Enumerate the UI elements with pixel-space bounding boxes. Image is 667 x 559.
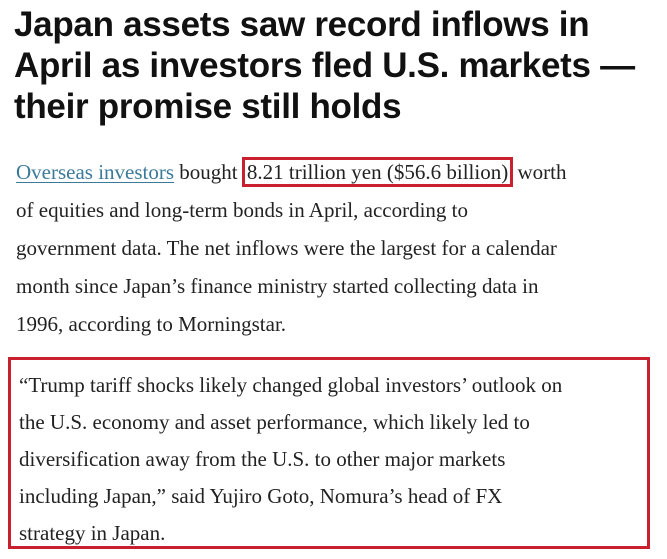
paragraph-text: worth (512, 160, 567, 184)
paragraph-line: of equities and long-term bonds in April… (16, 198, 468, 222)
headline-line: Japan assets saw record inflows in (14, 5, 590, 44)
paragraph-line: month since Japan’s finance ministry sta… (16, 274, 539, 298)
overseas-investors-link[interactable]: Overseas investors (16, 160, 175, 184)
paragraph-line: Overseas investors bought 8.21 trillion … (16, 153, 656, 191)
paragraph-line: 1996, according to Morningstar. (16, 312, 287, 336)
quote-line: strategy in Japan. (19, 521, 166, 545)
quote-line: diversification away from the U.S. to ot… (19, 447, 506, 471)
headline-line: their promise still holds (14, 87, 402, 126)
paragraph-line: government data. The net inflows were th… (16, 236, 557, 260)
quote-line: including Japan,” said Yujiro Goto, Nomu… (19, 484, 503, 508)
headline-line: April as investors fled U.S. markets — (14, 46, 635, 85)
highlighted-amount: 8.21 trillion yen ($56.6 billion) (241, 157, 514, 187)
highlighted-quote-box: “Trump tariff shocks likely changed glob… (8, 357, 650, 549)
paragraph-text: bought (174, 160, 243, 184)
quote-line: the U.S. economy and asset performance, … (19, 410, 530, 434)
quote-line: “Trump tariff shocks likely changed glob… (19, 373, 563, 397)
headline: Japan assets saw record inflows in April… (14, 4, 664, 127)
quote-text: “Trump tariff shocks likely changed glob… (19, 367, 562, 552)
article-paragraph: Overseas investors bought 8.21 trillion … (16, 153, 656, 343)
